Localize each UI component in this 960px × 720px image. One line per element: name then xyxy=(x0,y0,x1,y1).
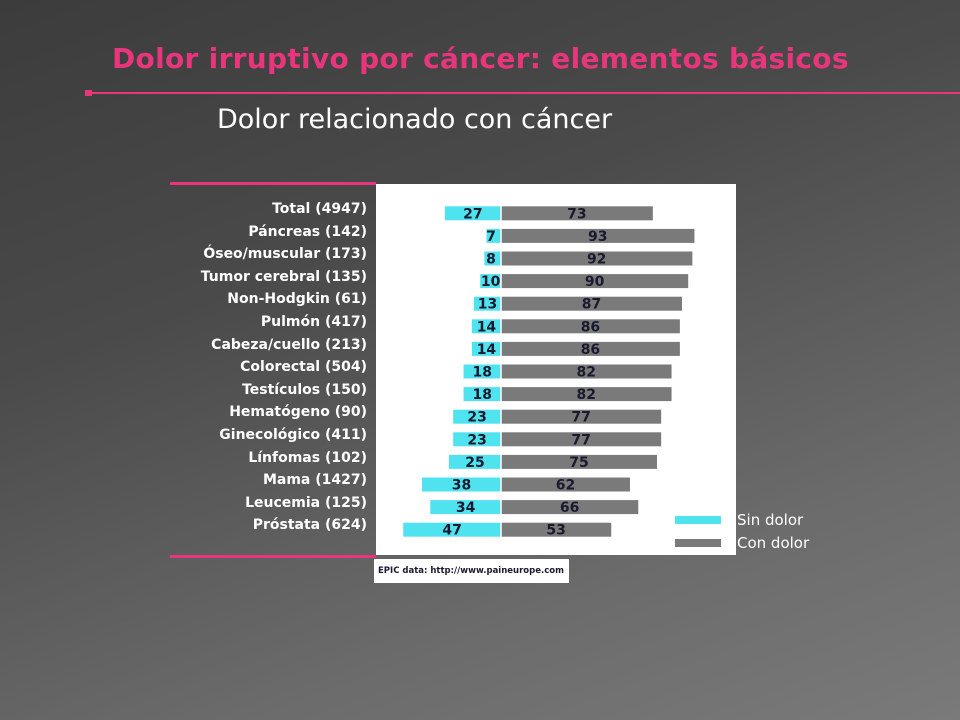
bar-con-dolor xyxy=(501,341,680,356)
bar-con-dolor xyxy=(501,387,672,402)
slide-title: Dolor irruptivo por cáncer: elementos bá… xyxy=(112,42,849,75)
category-label: Non-Hodgkin (61) xyxy=(227,291,367,308)
category-label: Colorectal (504) xyxy=(240,359,367,376)
bar-sin-dolor xyxy=(463,387,501,402)
bar-con-dolor xyxy=(501,364,672,379)
data-label-sin-dolor: 23 xyxy=(467,432,486,448)
bar-sin-dolor xyxy=(471,319,501,334)
legend-swatch-sin-dolor xyxy=(675,516,721,524)
data-label-con-dolor: 73 xyxy=(567,206,586,222)
category-label: Mama (1427) xyxy=(262,472,367,489)
data-label-sin-dolor: 8 xyxy=(486,252,496,268)
data-label-con-dolor: 77 xyxy=(571,410,590,426)
data-label-con-dolor: 53 xyxy=(546,523,565,539)
data-label-con-dolor: 75 xyxy=(569,455,588,471)
bar-sin-dolor xyxy=(484,251,501,266)
data-label-con-dolor: 86 xyxy=(581,319,600,335)
data-label-con-dolor: 92 xyxy=(587,252,606,268)
bar-sin-dolor xyxy=(403,522,501,537)
category-label: Pulmón (417) xyxy=(260,313,367,330)
diverging-bar-chart: 27 73 7 93 8 92 10 90 13 87 14 86 14 86 18 82 18 82 23 77 23… xyxy=(403,202,695,541)
bar-con-dolor xyxy=(501,477,630,492)
data-label-con-dolor: 93 xyxy=(588,229,607,245)
title-rule-marker xyxy=(85,90,92,96)
category-label: Ginecológico (411) xyxy=(219,426,367,443)
data-label-con-dolor: 82 xyxy=(577,365,596,381)
slide-subtitle: Dolor relacionado con cáncer xyxy=(217,104,613,135)
legend-label-sin-dolor: Sin dolor xyxy=(737,511,804,529)
bar-sin-dolor xyxy=(421,477,501,492)
data-label-con-dolor: 90 xyxy=(585,274,605,290)
data-label-con-dolor: 87 xyxy=(582,297,601,313)
data-label-sin-dolor: 23 xyxy=(467,410,486,426)
category-label: Próstata (624) xyxy=(252,517,367,534)
category-label: Cabeza/cuello (213) xyxy=(211,336,367,353)
chart-panel: 27 73 7 93 8 92 10 90 13 87 14 86 14 86 18 82 18 82 23 77 23… xyxy=(376,184,736,555)
bar-con-dolor xyxy=(501,454,657,469)
bar-con-dolor xyxy=(501,432,662,447)
category-label: Páncreas (142) xyxy=(248,223,367,240)
bar-sin-dolor xyxy=(444,206,501,221)
category-label: Testículos (150) xyxy=(242,381,367,398)
bar-sin-dolor xyxy=(473,296,501,311)
data-label-sin-dolor: 47 xyxy=(442,523,461,539)
data-label-sin-dolor: 10 xyxy=(481,274,501,290)
data-label-sin-dolor: 18 xyxy=(473,365,492,381)
labels-bottom-rule xyxy=(170,555,376,558)
legend-swatch-con-dolor xyxy=(675,539,721,547)
category-labels: Total (4947) Páncreas (142) Óseo/muscular … xyxy=(130,198,367,537)
bar-sin-dolor xyxy=(463,364,501,379)
bar-sin-dolor xyxy=(453,432,501,447)
bar-con-dolor xyxy=(501,228,695,243)
bar-sin-dolor xyxy=(486,228,501,243)
category-label: Total (4947) xyxy=(272,201,367,217)
data-label-con-dolor: 86 xyxy=(581,342,600,358)
category-label: Óseo/muscular (173) xyxy=(203,246,367,263)
bar-con-dolor xyxy=(501,206,653,221)
source-note: EPIC data: http://www.paineurope.com xyxy=(374,559,569,583)
bar-con-dolor xyxy=(501,274,689,289)
bar-con-dolor xyxy=(501,500,639,515)
data-label-con-dolor: 82 xyxy=(577,387,596,403)
labels-top-rule xyxy=(170,182,376,185)
data-label-con-dolor: 62 xyxy=(556,478,575,494)
category-label: Leucemia (125) xyxy=(245,494,367,511)
data-label-sin-dolor: 13 xyxy=(478,297,497,313)
bar-sin-dolor xyxy=(471,341,501,356)
bar-con-dolor xyxy=(501,409,662,424)
bar-con-dolor xyxy=(501,522,612,537)
data-label-sin-dolor: 7 xyxy=(486,229,496,245)
bar-sin-dolor xyxy=(449,454,501,469)
bar-con-dolor xyxy=(501,319,680,334)
category-label: Tumor cerebral (135) xyxy=(200,268,367,285)
title-divider xyxy=(92,92,960,94)
data-label-sin-dolor: 25 xyxy=(465,455,484,471)
bar-sin-dolor xyxy=(480,274,501,289)
data-label-sin-dolor: 14 xyxy=(477,319,497,335)
data-label-sin-dolor: 14 xyxy=(477,342,497,358)
legend-label-con-dolor: Con dolor xyxy=(737,534,810,552)
category-label: Hematógeno (90) xyxy=(229,404,367,421)
data-label-sin-dolor: 18 xyxy=(473,387,492,403)
data-label-sin-dolor: 27 xyxy=(463,206,482,222)
bar-con-dolor xyxy=(501,296,682,311)
data-label-sin-dolor: 38 xyxy=(452,478,471,494)
bar-sin-dolor xyxy=(453,409,501,424)
data-label-con-dolor: 77 xyxy=(571,432,590,448)
data-label-con-dolor: 66 xyxy=(560,500,579,516)
data-label-sin-dolor: 34 xyxy=(456,500,476,516)
bar-sin-dolor xyxy=(430,500,501,515)
category-label: Línfomas (102) xyxy=(248,449,367,466)
bar-con-dolor xyxy=(501,251,693,266)
